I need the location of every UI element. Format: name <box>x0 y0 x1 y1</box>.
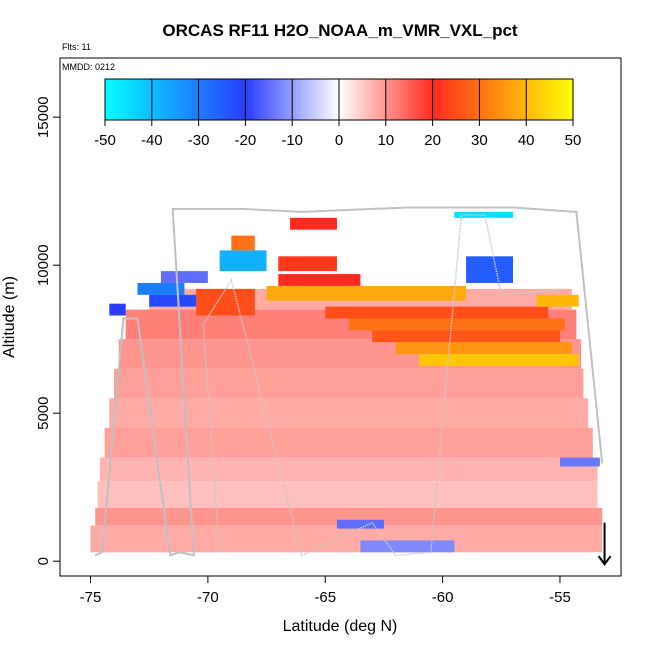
x-tick-label-3: -60 <box>432 589 454 606</box>
field-band-1 <box>95 507 603 526</box>
field-feature-1 <box>395 342 572 354</box>
colorbar: -50 -40 -30 -20 -10 0 10 20 30 40 50 <box>94 78 581 149</box>
end-marker <box>597 522 612 566</box>
field-feature-19 <box>559 457 600 467</box>
colorbar-tick-label-6: 10 <box>377 132 394 149</box>
field-feature-20 <box>109 303 126 316</box>
field-feature-21 <box>536 294 579 307</box>
y-tick-label-0: 0 <box>35 557 52 565</box>
field-feature-18 <box>360 540 455 553</box>
y-tick-label-3: 15000 <box>35 96 52 138</box>
field-band-2 <box>97 481 598 508</box>
field-feature-15 <box>454 211 514 218</box>
colorbar-ticks: -50 -40 -30 -20 -10 0 10 20 30 40 50 <box>94 79 581 149</box>
chart-title: ORCAS RF11 H2O_NOAA_m_VMR_VXL_pct <box>162 21 518 40</box>
colorbar-tick-label-7: 20 <box>424 132 441 149</box>
field-feature-2 <box>372 330 560 343</box>
x-tick-label-0: -75 <box>80 589 102 606</box>
y-tick-label-2: 10000 <box>35 244 52 286</box>
plot-frame <box>59 57 622 577</box>
colorbar-tick-label-9: 40 <box>518 132 535 149</box>
plot-area <box>60 58 621 576</box>
colorbar-tick-label-8: 30 <box>471 132 488 149</box>
field-band-3 <box>99 457 598 482</box>
colorbar-tick-label-2: -30 <box>188 132 210 149</box>
x-tick-label-1: -70 <box>197 589 219 606</box>
field-feature-8 <box>196 288 255 316</box>
colorbar-tick-label-0: -50 <box>94 132 116 149</box>
field-feature-14 <box>290 217 337 230</box>
field-band-6 <box>113 368 584 399</box>
field-feature-0 <box>419 354 579 366</box>
field-feature-12 <box>219 250 267 272</box>
field-band-4 <box>104 428 593 458</box>
flight-tracks <box>94 206 604 557</box>
field-feature-11 <box>160 271 208 283</box>
field-band-0 <box>90 525 603 553</box>
field-feature-6 <box>278 274 361 286</box>
end-marker-head <box>597 555 612 566</box>
field-feature-4 <box>325 306 549 319</box>
field-feature-7 <box>278 256 337 272</box>
field-band-5 <box>109 398 589 428</box>
anomaly-features <box>109 211 600 553</box>
field-feature-16 <box>466 256 514 283</box>
field-feature-17 <box>336 519 384 529</box>
y-axis-label: Altitude (m) <box>1 276 18 358</box>
x-tick-label-4: -55 <box>549 589 571 606</box>
colorbar-tick-label-4: -10 <box>281 132 303 149</box>
x-axis-label: Latitude (deg N) <box>283 618 398 635</box>
field-feature-9 <box>149 294 197 307</box>
y-axis: 0 5000 10000 15000 <box>35 96 60 565</box>
flights-note: Flts: 11 <box>62 42 91 52</box>
x-tick-label-2: -65 <box>314 589 336 606</box>
colorbar-tick-label-3: -20 <box>235 132 257 149</box>
flight-track-line <box>94 206 604 557</box>
secondary-track-line <box>202 214 565 557</box>
field-feature-5 <box>266 285 467 301</box>
colorbar-tick-label-5: 0 <box>335 132 343 149</box>
field-feature-10 <box>137 282 185 295</box>
colorbar-tick-label-10: 50 <box>565 132 582 149</box>
field-feature-13 <box>231 235 255 251</box>
field-feature-3 <box>348 318 565 331</box>
date-note: MMDD: 0212 <box>62 62 115 72</box>
x-axis: -75 -70 -65 -60 -55 <box>80 576 571 606</box>
colorbar-tick-label-1: -40 <box>141 132 163 149</box>
y-tick-label-1: 5000 <box>35 397 52 430</box>
